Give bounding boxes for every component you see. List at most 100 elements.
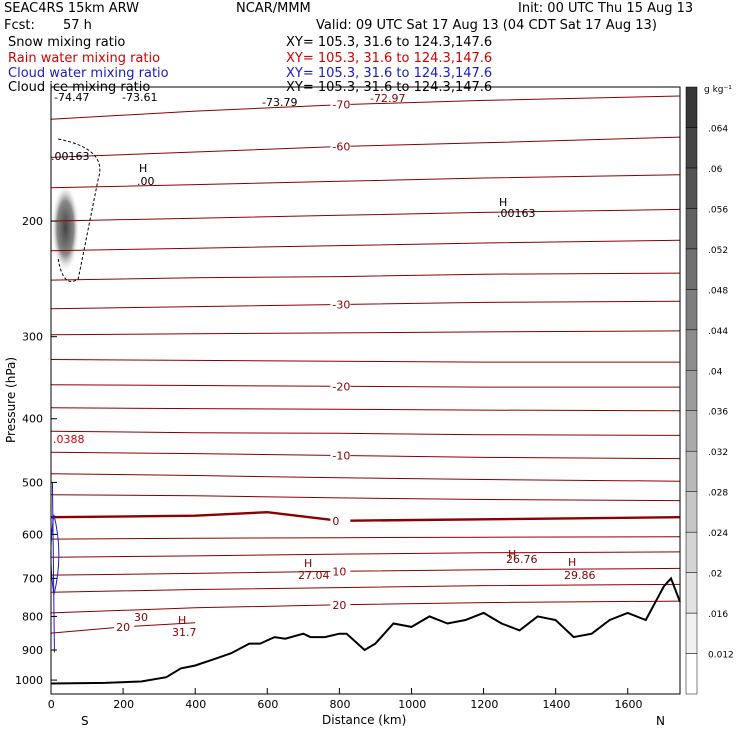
temperature-contour-line bbox=[50, 583, 681, 593]
x-tick-label: 1600 bbox=[615, 698, 643, 711]
temperature-contour-line bbox=[50, 300, 681, 310]
x-tick-label: 800 bbox=[329, 698, 350, 711]
y-tick-label: 800 bbox=[22, 610, 43, 623]
annotation-label: H bbox=[499, 196, 507, 209]
temperature-contour-line bbox=[50, 136, 681, 158]
contour-label: -30 bbox=[332, 299, 350, 312]
temperature-contour-line bbox=[50, 536, 681, 540]
colorbar-cell bbox=[685, 289, 698, 331]
contour-label-bg bbox=[330, 380, 351, 393]
annotation-label: H bbox=[304, 557, 312, 570]
contour-label-bg bbox=[114, 620, 135, 633]
colorbar-cell bbox=[685, 370, 698, 411]
y-tick-label: 600 bbox=[22, 528, 43, 541]
y-tick-label: 200 bbox=[22, 215, 43, 228]
temperature-contour-line bbox=[50, 473, 681, 482]
temperature-contour-line bbox=[50, 494, 681, 502]
x-tick-label: 1200 bbox=[470, 698, 498, 711]
contour-label: 10 bbox=[332, 565, 346, 578]
y-tick-label: 500 bbox=[22, 476, 43, 489]
terrain bbox=[50, 576, 681, 685]
plot-border bbox=[50, 86, 681, 695]
annotation-label: .0388 bbox=[53, 433, 85, 446]
colorbar-tick-label: .036 bbox=[708, 408, 728, 418]
cloud-water-contour bbox=[50, 514, 60, 595]
x-tick-label: 600 bbox=[257, 698, 278, 711]
temperature-contours: -70 -60 -30 -20 -10 0 10 20 20 bbox=[50, 95, 681, 653]
field-name-cloud-water: Cloud water mixing ratio bbox=[8, 66, 169, 81]
colorbar-tick-label: .04 bbox=[708, 367, 723, 377]
contour-label: -70 bbox=[332, 99, 350, 112]
colorbar-cell bbox=[685, 167, 698, 209]
forecast-hours: 57 h bbox=[63, 18, 92, 33]
colorbar-cell bbox=[685, 531, 698, 573]
terrain-line bbox=[50, 576, 681, 685]
colorbar-tick-label: .028 bbox=[708, 489, 728, 499]
x-tick-label: 1400 bbox=[542, 698, 570, 711]
colorbar-cell bbox=[685, 612, 698, 654]
colorbar-tick-label: 0.012 bbox=[708, 651, 734, 661]
plot-frame bbox=[50, 86, 681, 695]
colorbar-cell bbox=[685, 653, 698, 695]
y-tick-label: 700 bbox=[22, 572, 43, 585]
colorbar-cell bbox=[685, 208, 698, 250]
annotation-label: 31.7 bbox=[172, 626, 197, 639]
x-tick-label: 0 bbox=[48, 698, 55, 711]
contour-label-bg bbox=[330, 449, 351, 462]
field-name-rain: Rain water mixing ratio bbox=[8, 51, 161, 66]
x-tick-label: 200 bbox=[113, 698, 134, 711]
colorbar-tick-label: .024 bbox=[708, 529, 728, 539]
cloud-ice-contour bbox=[57, 138, 101, 282]
init-time: Init: 00 UTC Thu 15 Aug 13 bbox=[518, 1, 694, 16]
colorbar-cell bbox=[685, 450, 698, 492]
annotation-label: 30 bbox=[134, 611, 148, 624]
temperature-contour-line bbox=[50, 407, 681, 412]
colorbar-tick-label: .06 bbox=[708, 165, 723, 175]
colorbar-tick-label: .044 bbox=[708, 327, 728, 337]
south-label: S bbox=[81, 714, 89, 728]
snow-blob bbox=[51, 183, 80, 274]
field-xy-cloud-water: XY= 105.3, 31.6 to 124.3,147.6 bbox=[286, 66, 493, 81]
annotation-label: 26.76 bbox=[506, 553, 538, 566]
field-name-snow: Snow mixing ratio bbox=[8, 35, 126, 50]
colorbar-tick-label: .052 bbox=[708, 246, 728, 256]
temperature-contour-line bbox=[50, 239, 681, 252]
y-tick-label: 300 bbox=[22, 331, 43, 344]
org-label: NCAR/MMM bbox=[236, 1, 311, 16]
contour-label-bg bbox=[330, 140, 351, 153]
colorbar-cell bbox=[685, 127, 698, 169]
annotation-label: H bbox=[139, 162, 147, 175]
colorbar-tick-label: .032 bbox=[708, 448, 728, 458]
contour-label-bg bbox=[330, 98, 351, 111]
temperature-contour-line bbox=[50, 208, 681, 222]
snow-shading bbox=[51, 183, 80, 274]
valid-time: Valid: 09 UTC Sat 17 Aug 13 (04 CDT Sat … bbox=[316, 18, 657, 33]
contour-label-bg bbox=[330, 298, 351, 311]
annotation-label: -73.61 bbox=[122, 91, 157, 104]
annotation-label: .00163 bbox=[497, 207, 536, 220]
colorbar-unit: g kg⁻¹ bbox=[704, 85, 732, 95]
field-xy-rain: XY= 105.3, 31.6 to 124.3,147.6 bbox=[286, 51, 493, 66]
contour-label: 20 bbox=[116, 621, 130, 634]
temperature-contour-line bbox=[50, 510, 681, 523]
colorbar-cell bbox=[685, 572, 698, 614]
colorbar-cell bbox=[685, 86, 698, 128]
colorbar-cell bbox=[685, 410, 698, 452]
colorbar: g kg⁻¹ 0.012 .016 .02 .024 .028 .032 .036 .04 .04… bbox=[685, 85, 734, 695]
annotation-label: -73.79 bbox=[262, 96, 297, 109]
x-tick-label: 1000 bbox=[398, 698, 426, 711]
temperature-contour-line bbox=[50, 359, 680, 363]
annotation-label: .00163 bbox=[51, 150, 90, 163]
field-xy-snow: XY= 105.3, 31.6 to 124.3,147.6 bbox=[286, 35, 493, 50]
x-axis-title: Distance (km) bbox=[322, 713, 406, 727]
annotation-label: H bbox=[568, 556, 576, 569]
contour-label: -60 bbox=[332, 141, 350, 154]
annotation-label: -72.97 bbox=[370, 92, 405, 105]
y-axis-title: Pressure (hPa) bbox=[4, 357, 18, 443]
model-title: SEAC4RS 15km ARW bbox=[4, 1, 140, 16]
contour-label: 0 bbox=[332, 515, 339, 528]
contour-label: -20 bbox=[332, 380, 350, 393]
annotation-label: H bbox=[178, 614, 186, 627]
y-tick-label: 1000 bbox=[15, 674, 43, 687]
contour-label-bg bbox=[330, 565, 351, 578]
